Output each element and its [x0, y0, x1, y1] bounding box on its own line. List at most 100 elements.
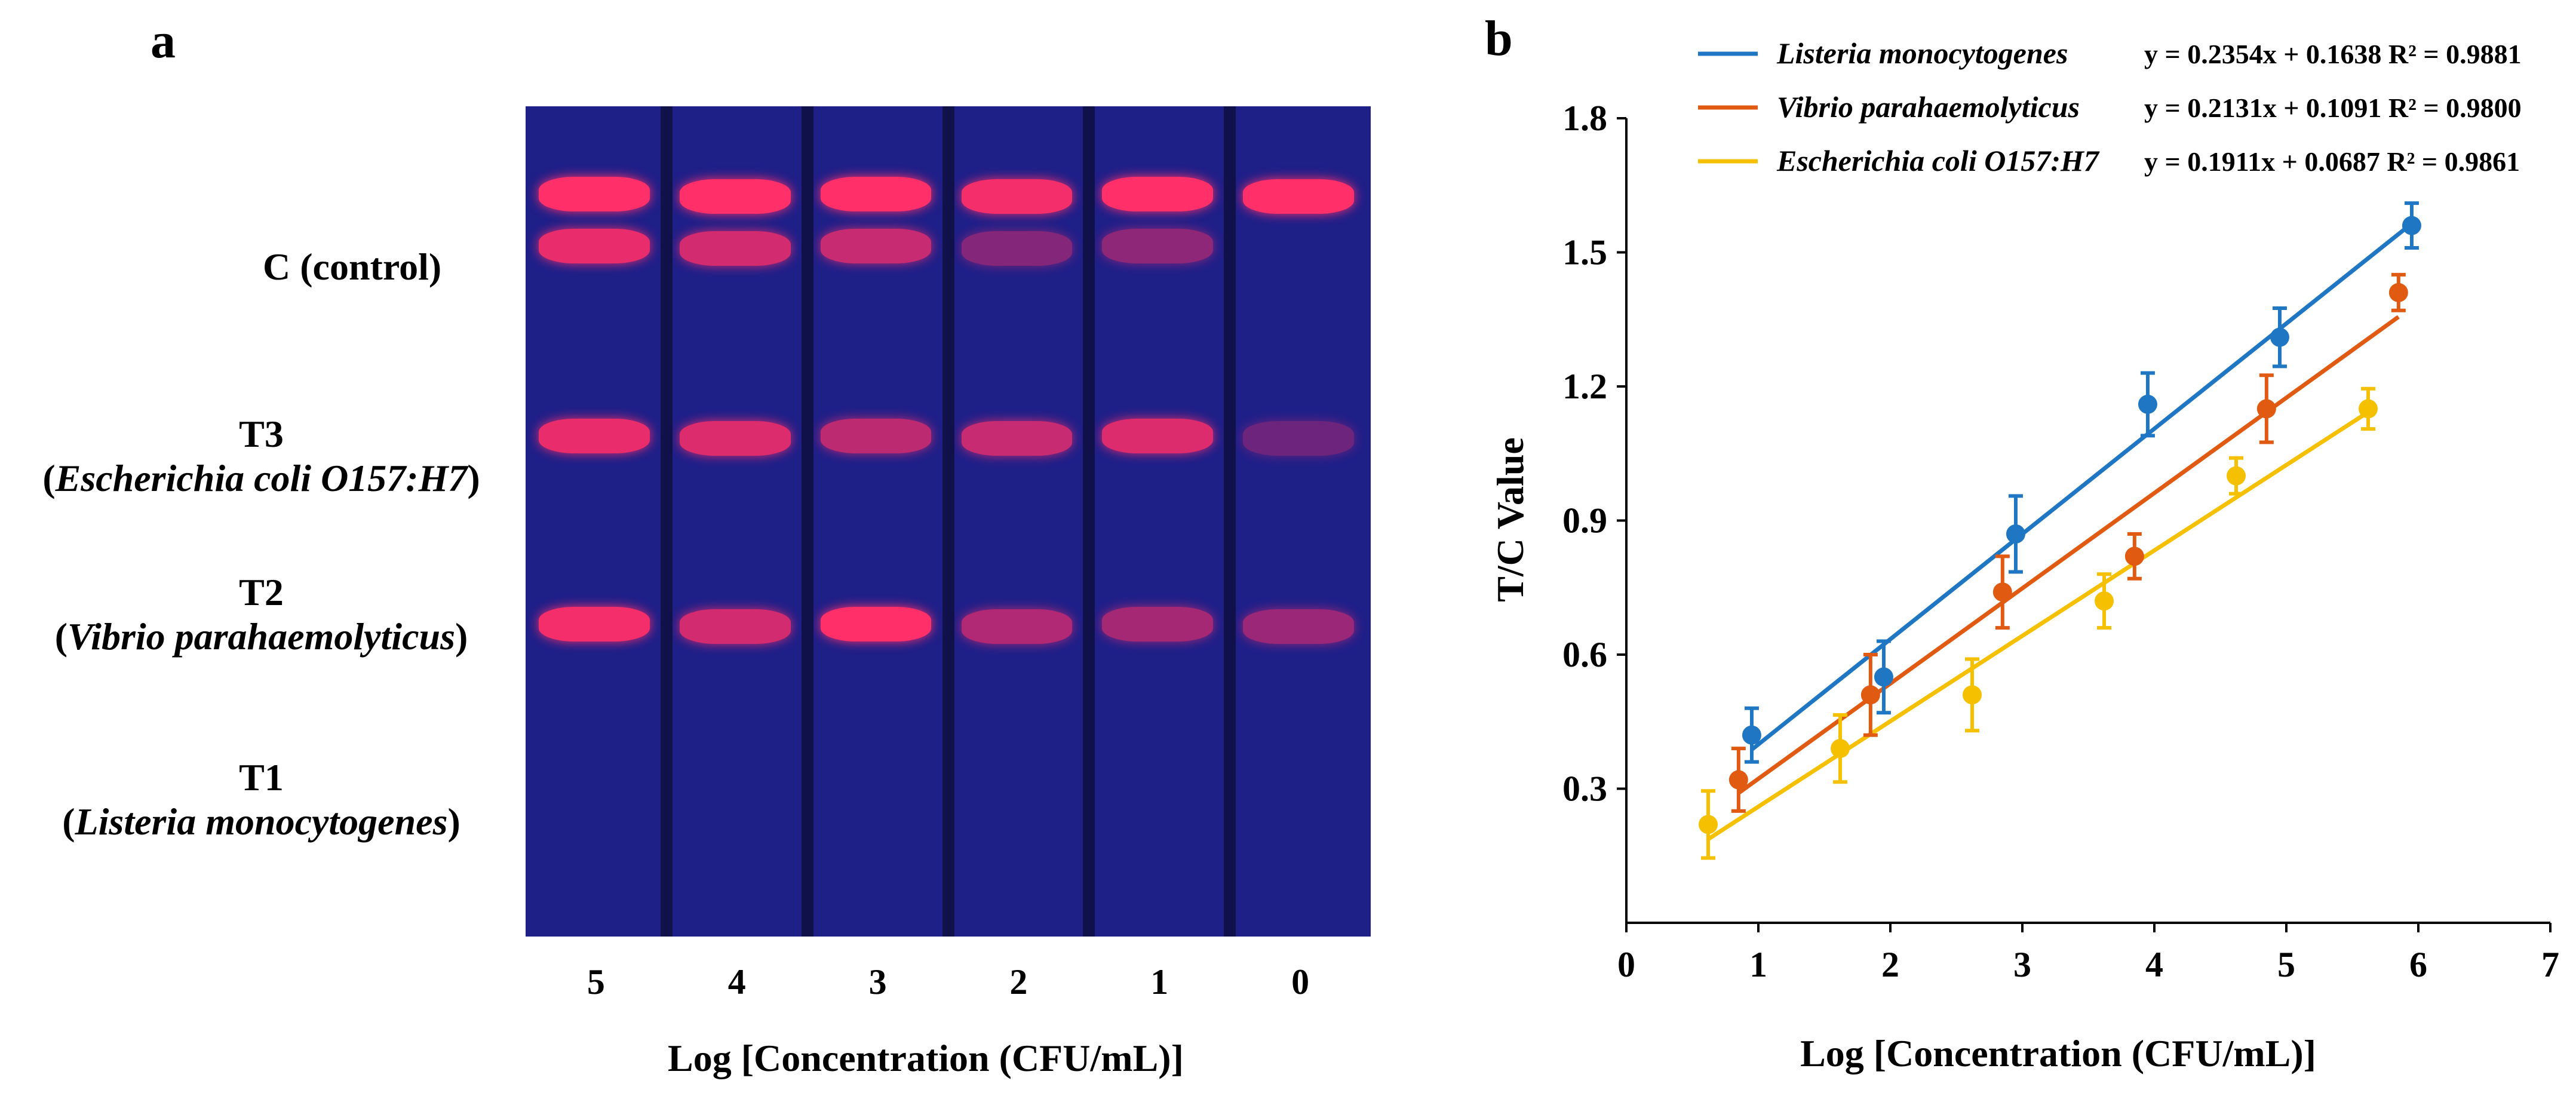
- data-point-listeria-monocytogenes-1: [1874, 667, 1893, 687]
- band-t1-lane-1: [1102, 607, 1214, 641]
- x-axis-title: Log [Concentration (CFU/mL)]: [1800, 1032, 2316, 1075]
- chart-legend: Listeria monocytogenes y = 0.2354x + 0.16…: [1698, 36, 2522, 177]
- data-point-vibrio-parahaemolyticus-4: [2256, 399, 2276, 419]
- lane-tick-1: 1: [1150, 962, 1169, 1002]
- panel-b-label: b: [1485, 11, 1513, 66]
- lane-divider: [942, 106, 954, 937]
- row-label-t3-id: T3: [239, 413, 284, 455]
- test-strip-photo: [526, 106, 1371, 937]
- y-tick-label-1.8: 1.8: [1562, 99, 1607, 138]
- data-point-vibrio-parahaemolyticus-1: [1860, 685, 1880, 705]
- legend-equation-listeria-monocytogenes: y = 0.2354x + 0.1638 R² = 0.9881: [2144, 39, 2522, 69]
- fit-line-listeria-monocytogenes: [1750, 222, 2414, 751]
- band-c-lane-5: [539, 177, 650, 211]
- lane-divider: [660, 106, 673, 937]
- point-group-listeria-monocytogenes-5: [2402, 201, 2421, 250]
- point-group-listeria-monocytogenes-0: [1742, 706, 1761, 764]
- strip-lane-1: [1089, 106, 1230, 937]
- band-c-lane-2: [961, 179, 1073, 214]
- strip-lane-3: [808, 106, 948, 937]
- point-group-vibrio-parahaemolyticus-2: [1992, 554, 2012, 630]
- lane-tick-3: 3: [868, 962, 887, 1002]
- row-label-t3-paren-open: (: [42, 457, 56, 499]
- band-c-lane-3: [820, 177, 932, 211]
- point-group-listeria-monocytogenes-2: [2006, 494, 2025, 574]
- band-t1-lane-2: [961, 609, 1073, 644]
- panel-a-x-axis-title: Log [Concentration (CFU/mL)]: [668, 1037, 1184, 1079]
- band-t1-lane-4: [679, 609, 791, 644]
- band-t1-lane-5: [539, 607, 650, 641]
- legend-name-escherichia-coli-o157-h7: Escherichia coli O157:H7: [1776, 144, 2100, 177]
- x-tick-label-5: 5: [2277, 945, 2295, 984]
- chart-axes: 0 1 2 3 4 5 6 7 0.3 0.6 0.9 1.2 1.5 1.8: [1562, 99, 2559, 984]
- data-point-escherichia-coli-o157-h7-3: [2095, 591, 2114, 611]
- band-t3-lane-1: [1102, 229, 1214, 263]
- row-label-t3: T3 (Escherichia coli O157:H7): [0, 412, 523, 501]
- point-group-vibrio-parahaemolyticus-3: [2124, 532, 2144, 581]
- data-point-listeria-monocytogenes-0: [1742, 725, 1761, 745]
- band-t1-lane-3: [820, 607, 932, 641]
- point-group-listeria-monocytogenes-4: [2270, 306, 2289, 369]
- data-point-vibrio-parahaemolyticus-2: [1992, 582, 2012, 602]
- point-group-listeria-monocytogenes-3: [2138, 371, 2157, 438]
- x-tick-label-7: 7: [2541, 945, 2559, 984]
- strip-lane-0: [1230, 106, 1371, 937]
- point-group-vibrio-parahaemolyticus-1: [1860, 653, 1880, 737]
- x-tick-label-3: 3: [2013, 945, 2031, 984]
- point-group-escherichia-coli-o157-h7-3: [2095, 572, 2114, 630]
- data-point-listeria-monocytogenes-2: [2006, 524, 2025, 544]
- x-tick-label-1: 1: [1749, 945, 1767, 984]
- row-label-control: C (control): [263, 245, 441, 289]
- lane-divider: [801, 106, 813, 937]
- band-t2-lane-0: [1243, 421, 1354, 456]
- data-point-vibrio-parahaemolyticus-0: [1728, 770, 1748, 790]
- row-label-t1-species: Listeria monocytogenes: [75, 800, 448, 843]
- row-label-t1-id: T1: [239, 756, 284, 799]
- data-point-escherichia-coli-o157-h7-4: [2227, 466, 2246, 486]
- row-label-t2-species: Vibrio parahaemolyticus: [67, 615, 455, 658]
- y-tick-label-1.5: 1.5: [1562, 233, 1607, 272]
- legend-equation-vibrio-parahaemolyticus: y = 0.2131x + 0.1091 R² = 0.9800: [2144, 93, 2522, 123]
- data-points: [1699, 201, 2421, 860]
- y-axis-title: T/C Value: [1489, 437, 1531, 602]
- band-c-lane-4: [679, 179, 791, 214]
- data-point-listeria-monocytogenes-4: [2270, 327, 2289, 347]
- row-label-t2-id: T2: [239, 571, 284, 613]
- row-label-t2: T2 (Vibrio parahaemolyticus): [0, 570, 523, 659]
- x-tick-label-0: 0: [1617, 945, 1635, 984]
- y-tick-label-0.9: 0.9: [1562, 501, 1607, 541]
- y-tick-label-0.6: 0.6: [1562, 635, 1607, 674]
- data-point-vibrio-parahaemolyticus-3: [2124, 547, 2144, 566]
- data-point-escherichia-coli-o157-h7-0: [1699, 815, 1718, 834]
- row-label-t1-paren-open: (: [62, 800, 75, 843]
- point-group-vibrio-parahaemolyticus-0: [1728, 747, 1748, 813]
- point-group-escherichia-coli-o157-h7-2: [1963, 657, 1982, 733]
- y-tick-label-1.2: 1.2: [1562, 367, 1607, 406]
- row-label-t1: T1 (Listeria monocytogenes): [0, 756, 523, 844]
- lane-tick-4: 4: [727, 962, 746, 1002]
- point-group-escherichia-coli-o157-h7-1: [1831, 713, 1850, 784]
- row-label-t2-paren-open: (: [54, 615, 68, 658]
- band-c-lane-1: [1102, 177, 1214, 211]
- row-label-t1-paren-close: ): [447, 800, 460, 843]
- point-group-escherichia-coli-o157-h7-4: [2227, 456, 2246, 496]
- lane-divider: [1083, 106, 1095, 937]
- band-t2-lane-4: [679, 421, 791, 456]
- band-t2-lane-2: [961, 421, 1073, 456]
- y-tick-label-0.3: 0.3: [1562, 769, 1607, 809]
- band-t3-lane-5: [539, 229, 650, 263]
- lane-divider: [1224, 106, 1236, 937]
- lane-tick-5: 5: [587, 962, 605, 1002]
- band-c-lane-0: [1243, 179, 1354, 214]
- row-label-control-text: C (control): [263, 245, 442, 288]
- legend-name-listeria-monocytogenes: Listeria monocytogenes: [1776, 36, 2068, 70]
- lane-tick-2: 2: [1009, 962, 1028, 1002]
- band-t2-lane-5: [539, 419, 650, 453]
- data-point-listeria-monocytogenes-3: [2138, 394, 2157, 414]
- data-point-escherichia-coli-o157-h7-2: [1963, 685, 1982, 705]
- strip-lane-5: [526, 106, 667, 937]
- panel-a-label: a: [151, 13, 176, 69]
- data-point-vibrio-parahaemolyticus-5: [2388, 283, 2408, 302]
- band-t1-lane-0: [1243, 609, 1354, 644]
- band-t3-lane-3: [820, 229, 932, 263]
